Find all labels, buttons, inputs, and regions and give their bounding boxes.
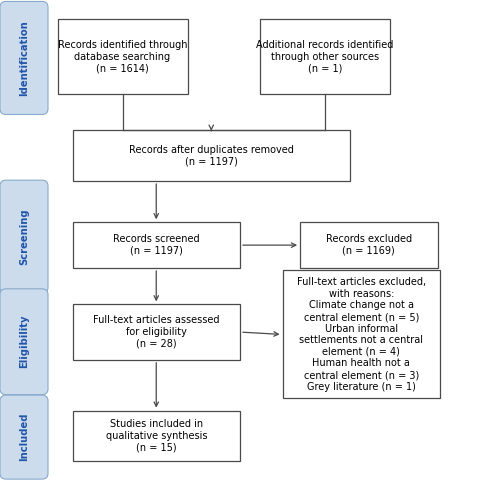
Text: Records after duplicates removed
(n = 1197): Records after duplicates removed (n = 11…	[129, 145, 294, 167]
FancyBboxPatch shape	[300, 222, 438, 268]
Text: Records excluded
(n = 1169): Records excluded (n = 1169)	[326, 234, 412, 256]
FancyBboxPatch shape	[282, 270, 440, 398]
Text: Full-text articles excluded,
with reasons:
Climate change not a
central element : Full-text articles excluded, with reason…	[296, 277, 426, 392]
Text: Identification: Identification	[19, 20, 29, 96]
Text: Records identified through
database searching
(n = 1614): Records identified through database sear…	[58, 40, 187, 73]
Text: Studies included in
qualitative synthesis
(n = 15): Studies included in qualitative synthesi…	[106, 419, 207, 453]
Text: Full-text articles assessed
for eligibility
(n = 28): Full-text articles assessed for eligibil…	[93, 315, 220, 349]
FancyBboxPatch shape	[72, 304, 240, 360]
FancyBboxPatch shape	[58, 19, 188, 94]
Text: Screening: Screening	[19, 208, 29, 265]
Text: Included: Included	[19, 413, 29, 461]
FancyBboxPatch shape	[0, 180, 48, 293]
Text: Eligibility: Eligibility	[19, 315, 29, 369]
FancyBboxPatch shape	[0, 289, 48, 395]
Text: Additional records identified
through other sources
(n = 1): Additional records identified through ot…	[256, 40, 394, 73]
FancyBboxPatch shape	[0, 395, 48, 479]
Text: Records screened
(n = 1197): Records screened (n = 1197)	[113, 234, 200, 256]
FancyBboxPatch shape	[260, 19, 390, 94]
FancyBboxPatch shape	[72, 130, 350, 181]
FancyBboxPatch shape	[0, 1, 48, 114]
FancyBboxPatch shape	[72, 411, 240, 461]
FancyBboxPatch shape	[72, 222, 240, 268]
